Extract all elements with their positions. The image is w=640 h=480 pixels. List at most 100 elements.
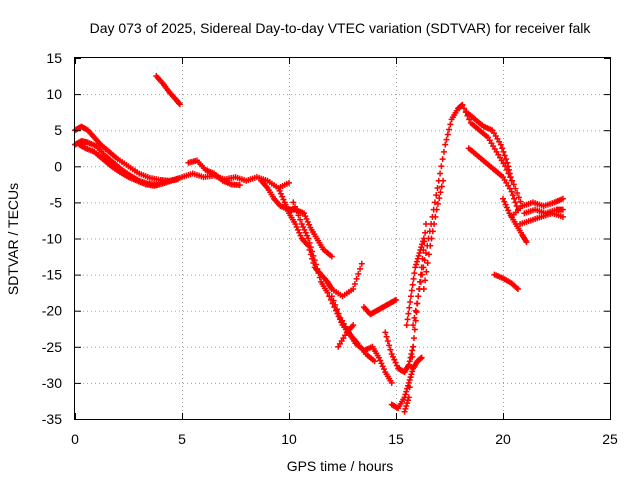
data-point: [559, 195, 566, 202]
data-point: [378, 360, 385, 367]
data-point: [459, 101, 466, 108]
series-track-5: [179, 170, 292, 191]
data-point: [294, 226, 301, 233]
series-track-16: [403, 235, 427, 329]
data-point: [355, 270, 362, 277]
data-point: [429, 228, 436, 235]
series-track-6: [185, 157, 243, 189]
data-point: [559, 213, 566, 220]
data-point: [297, 216, 304, 223]
data-point: [447, 121, 454, 128]
data-point: [506, 170, 513, 177]
data-point: [304, 218, 311, 225]
data-point: [382, 329, 389, 336]
data-point: [404, 400, 411, 407]
data-point: [437, 189, 444, 196]
y-tick-label: -15: [42, 267, 62, 283]
data-point: [417, 278, 424, 285]
data-point: [402, 405, 409, 412]
grid: [75, 58, 610, 419]
data-point: [514, 190, 521, 197]
data-point: [330, 297, 337, 304]
chart-title: Day 073 of 2025, Sidereal Day-to-day VTE…: [90, 20, 592, 36]
data-point: [291, 203, 298, 210]
data-point: [403, 322, 410, 329]
data-point: [335, 310, 342, 317]
data-point: [422, 229, 429, 236]
data-point: [500, 195, 506, 202]
data-point: [418, 354, 425, 361]
data-point: [379, 363, 386, 370]
data-point: [508, 177, 515, 184]
axis-ticks: [75, 58, 611, 420]
data-point: [509, 192, 516, 199]
data-point: [428, 235, 435, 242]
data-point: [512, 185, 519, 192]
data-point: [351, 280, 358, 287]
data-point: [415, 293, 422, 300]
data-point: [176, 100, 183, 107]
y-tick-label: -20: [42, 303, 62, 319]
data-point: [410, 335, 417, 342]
data-point: [302, 229, 309, 236]
x-axis-label: GPS time / hours: [287, 458, 394, 474]
data-point: [315, 270, 322, 277]
data-point: [311, 257, 318, 264]
data-point: [386, 342, 393, 349]
series-track-21: [465, 145, 521, 213]
data-point: [421, 257, 428, 264]
data-point: [279, 193, 286, 200]
data-point: [416, 249, 423, 256]
data-point: [446, 126, 453, 133]
data-point: [310, 252, 317, 259]
data-point: [393, 296, 399, 303]
data-point: [507, 174, 514, 181]
data-point: [412, 307, 419, 314]
y-tick-label: 15: [46, 50, 62, 66]
y-tick-label: -25: [42, 339, 62, 355]
data-point: [422, 277, 429, 284]
data-point: [411, 326, 418, 333]
data-point: [414, 255, 421, 262]
data-point: [501, 198, 508, 205]
data-point: [433, 206, 440, 213]
series-track-12: [360, 296, 399, 318]
data-point: [350, 322, 357, 329]
data-point: [236, 182, 243, 189]
data-point: [432, 213, 439, 220]
data-point: [383, 333, 390, 340]
series-track-24: [508, 195, 566, 220]
data-point: [431, 221, 438, 228]
data-point: [401, 408, 408, 415]
data-point: [276, 187, 283, 194]
data-point: [420, 286, 427, 293]
series-track-11: [335, 322, 357, 350]
data-point: [444, 131, 451, 138]
x-tick-label: 5: [178, 431, 186, 447]
data-point: [440, 148, 447, 155]
series-track-3: [76, 141, 183, 189]
data-point: [305, 235, 312, 242]
data-point: [423, 268, 430, 275]
data-point: [410, 275, 417, 282]
data-point: [333, 306, 340, 313]
x-tick-label: 15: [388, 431, 404, 447]
data-point: [406, 304, 413, 311]
series-track-14: [388, 354, 425, 412]
data-point: [384, 338, 391, 345]
data-point: [302, 213, 309, 220]
data-point: [434, 184, 441, 191]
data-point: [418, 244, 425, 251]
data-point: [512, 199, 519, 206]
data-point: [300, 223, 307, 230]
data-point: [420, 264, 427, 271]
x-tick-label: 0: [71, 431, 79, 447]
data-point: [408, 287, 415, 294]
data-point: [286, 179, 292, 186]
series-track-4: [153, 73, 183, 108]
data-point: [277, 190, 284, 197]
data-point: [391, 356, 398, 363]
data-point: [407, 293, 414, 300]
y-tick-label: 10: [46, 86, 62, 102]
data-point: [438, 183, 445, 190]
